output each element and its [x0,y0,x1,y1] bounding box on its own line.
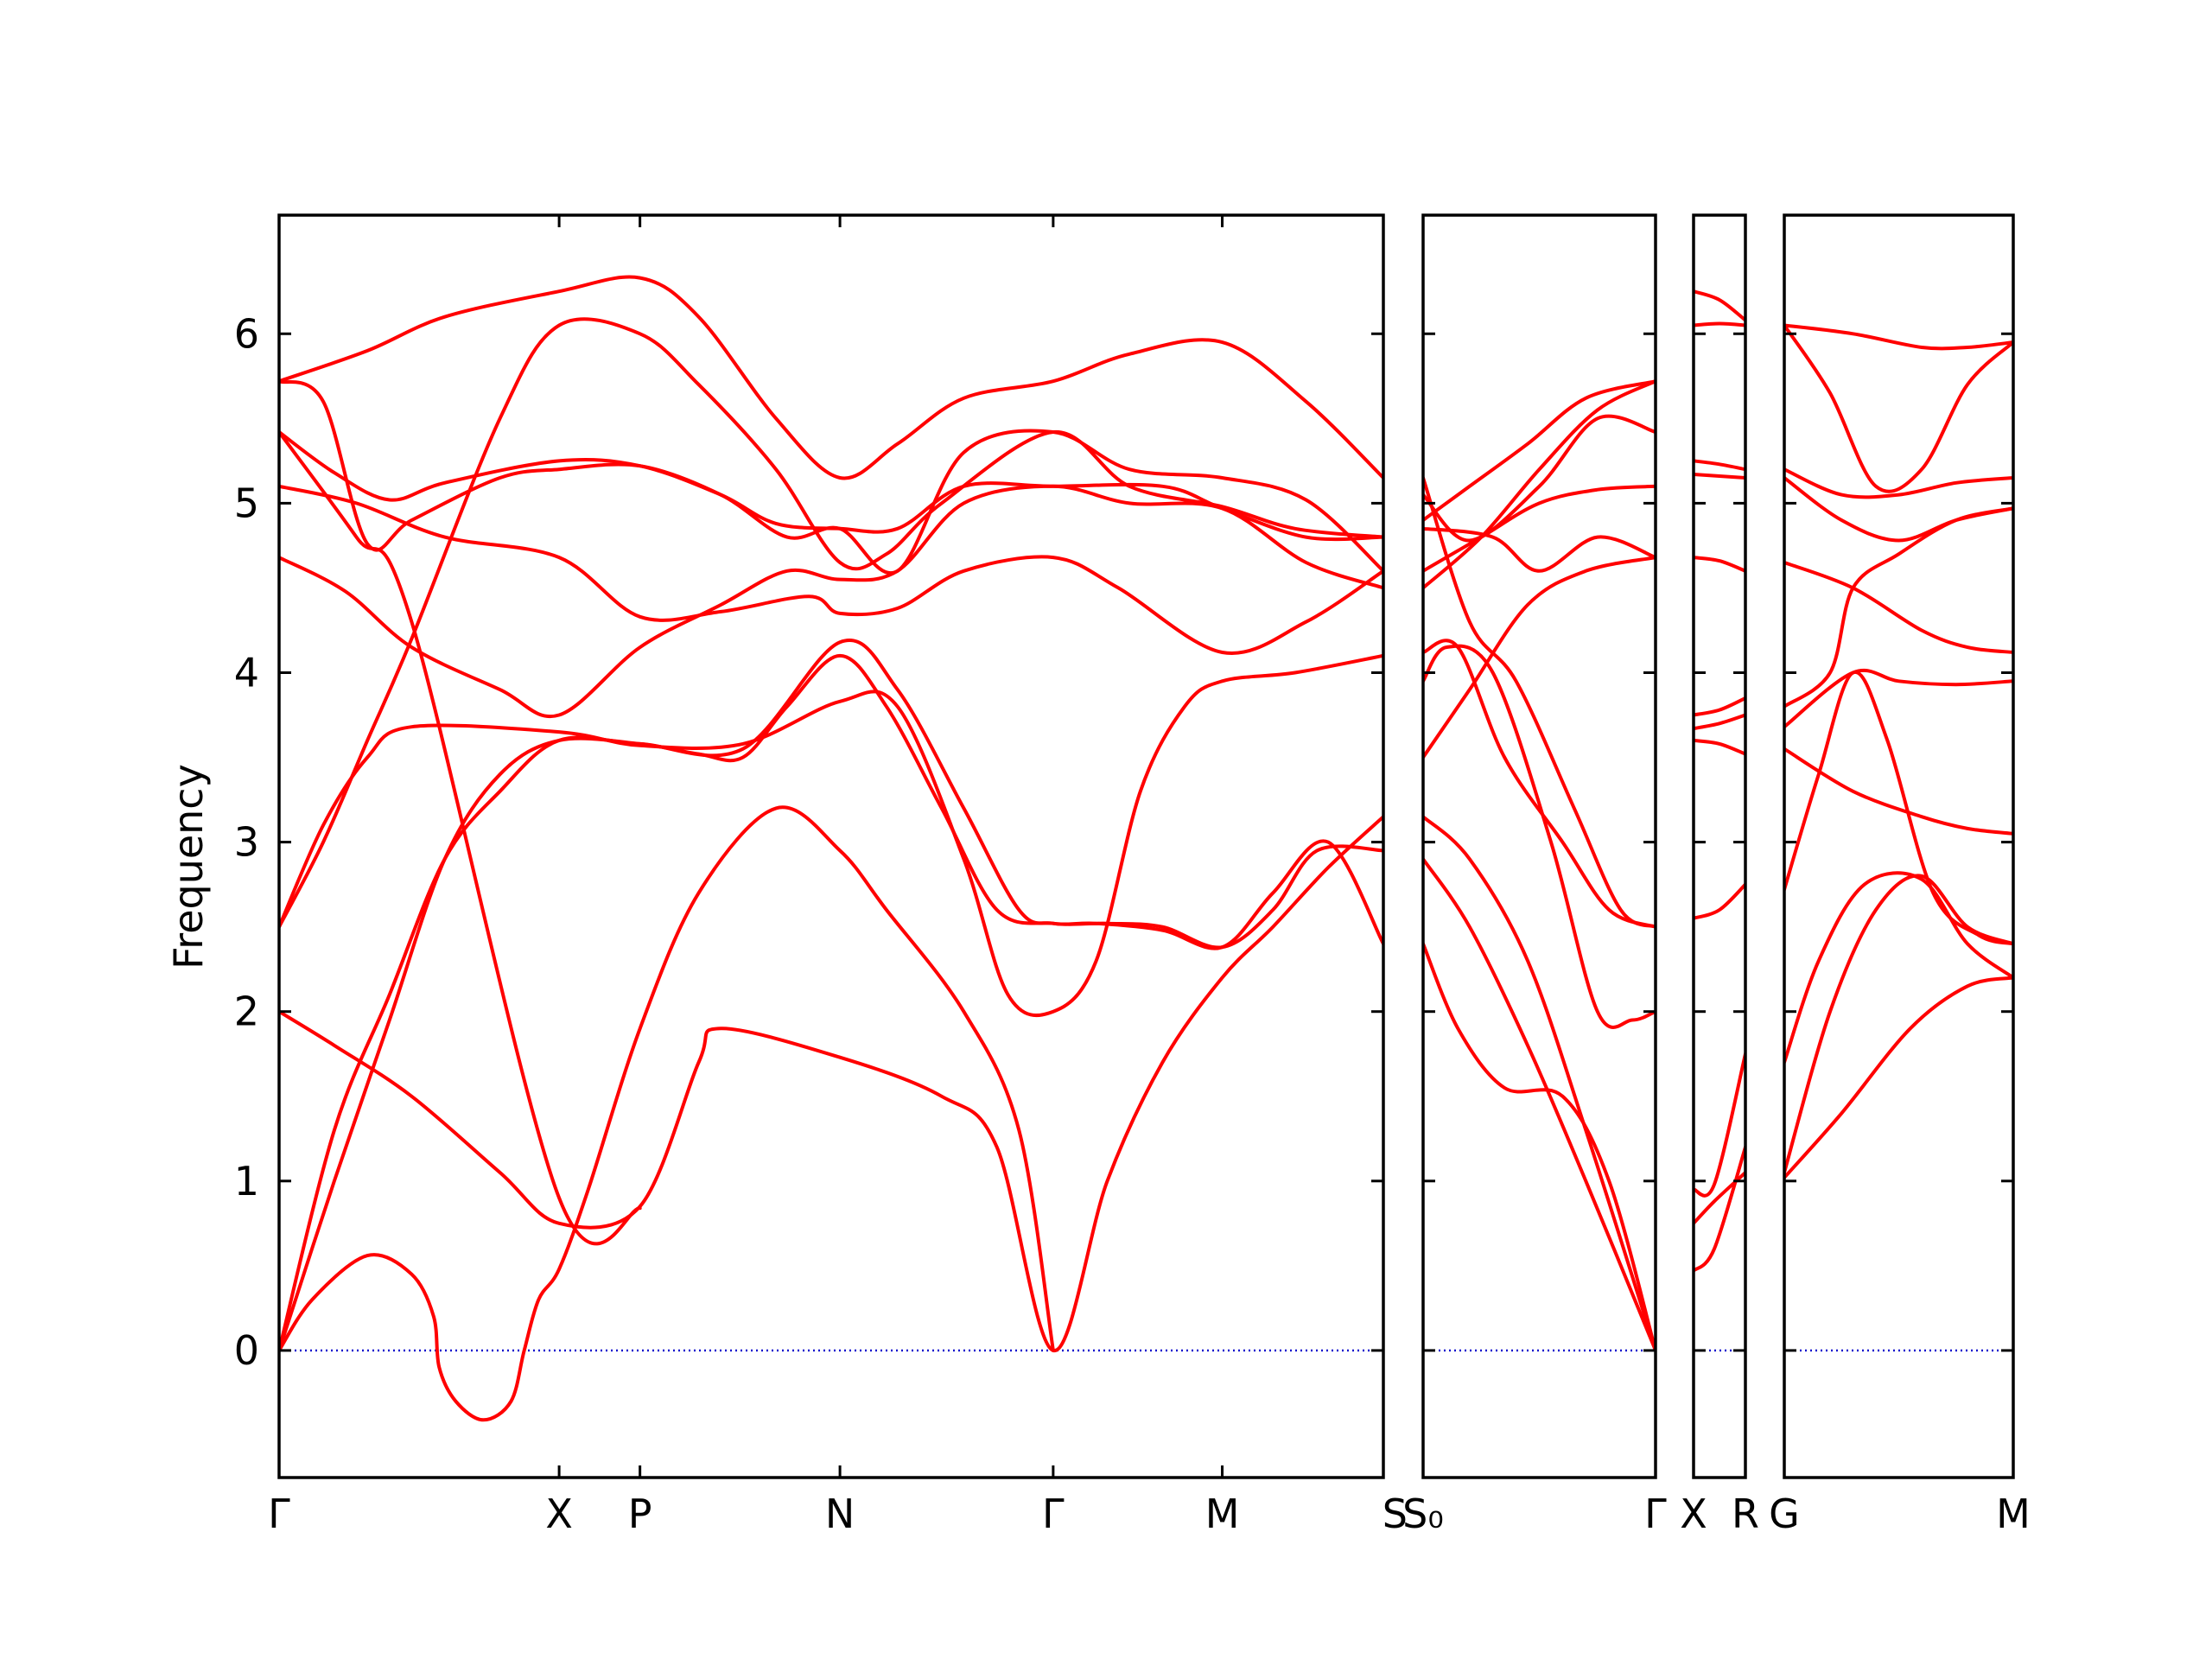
phonon-band-3 [1694,1052,1745,1198]
x-tick-label: S [1382,1491,1408,1537]
x-tick-label: M [1996,1491,2031,1537]
phonon-band-6 [1784,668,2013,729]
phonon-band-2 [1694,1171,1745,1225]
phonon-band-12 [279,430,642,1246]
phonon-band-10 [1694,459,1745,472]
band-group [1694,289,1745,1273]
band-group [1423,379,1656,1352]
panel-frame [277,213,1385,1479]
phonon-band-10 [1784,467,2013,499]
phonon-band-8 [1694,556,1745,573]
x-tick-label: X [1680,1491,1707,1537]
phonon-band-1 [1784,976,2013,1179]
phonon-band-1 [1694,1145,1745,1273]
phonon-band-6 [1694,713,1745,731]
phonon-band-11 [1423,379,1656,522]
phonon-band-9 [1694,473,1745,480]
phonon-band-8 [279,379,1383,575]
phonon-band-3 [279,639,1383,1352]
phonon-band-9 [279,430,1383,542]
phonon-band-7 [1423,484,1656,573]
phonon-band-8 [1423,526,1656,573]
y-tick-label: 0 [234,1327,259,1374]
x-tick-label: X [545,1491,573,1537]
x-tick-label: M [1205,1491,1240,1537]
phonon-band-12 [1694,289,1745,322]
x-tick-label: R [1732,1491,1759,1537]
phonon-band-7 [279,275,1383,480]
phonon-band-3 [1784,874,2013,1174]
phonon-band-12 [1784,323,2013,351]
x-tick-label: G [1769,1491,1800,1537]
phonon-band-7 [1694,696,1745,717]
y-tick-label: 4 [234,649,259,696]
phonon-band-9 [1423,414,1656,543]
y-tick-label: 1 [234,1158,259,1205]
phonon-band-4 [1784,670,2013,946]
phonon-band-7 [1784,506,2013,709]
phonon-band-2 [1784,871,2013,1065]
band-group [279,275,1383,1422]
phonon-band-4 [1694,882,1745,920]
band-group [1784,323,2013,1179]
x-tick-label: N [825,1491,855,1537]
panel-2: S₀ Γ [1402,213,1667,1537]
x-tick-label: Γ [1644,1491,1667,1537]
phonon-band-5 [279,653,1383,1018]
phonon-band-1 [1423,942,1656,1352]
x-tick-label: P [628,1491,652,1537]
phonon-band-5 [1423,639,1656,929]
phonon-band-11 [1694,321,1745,327]
phonon-band-9 [1784,476,2013,543]
x-tick-label: S₀ [1402,1491,1444,1537]
phonon-band-12 [1423,379,1656,590]
phonon-band-4 [1423,644,1656,1029]
phonon-band-3 [1423,815,1656,1352]
phonon-band-10 [1423,556,1656,760]
y-tick-label: 2 [234,988,259,1035]
phonon-band-8 [1784,561,2013,654]
panel-frame [1692,213,1747,1479]
y-tick-label: 5 [234,480,259,526]
phonon-band-6 [279,317,1383,929]
phonon-band-4 [279,815,1383,1352]
y-tick-label: 3 [234,819,259,866]
phonon-band-11 [279,484,1383,719]
phonon-band-11 [1784,323,2013,493]
panel-frame [1783,213,2015,1479]
phonon-band-5 [1784,747,2013,836]
phonon-band-2 [279,653,1383,1352]
phonon-band-5 [1694,738,1745,756]
y-axis-label: Frequency [165,764,212,969]
x-tick-label: Γ [268,1491,290,1537]
panel-frame [1421,213,1657,1479]
phonon-band-10 [279,484,1383,655]
x-tick-label: Γ [1042,1491,1065,1537]
y-tick-label: 6 [234,310,259,357]
phonon-band-1 [279,805,1055,1422]
phonon-band-6 [1423,476,1656,929]
phonon-band-2 [1423,857,1656,1352]
